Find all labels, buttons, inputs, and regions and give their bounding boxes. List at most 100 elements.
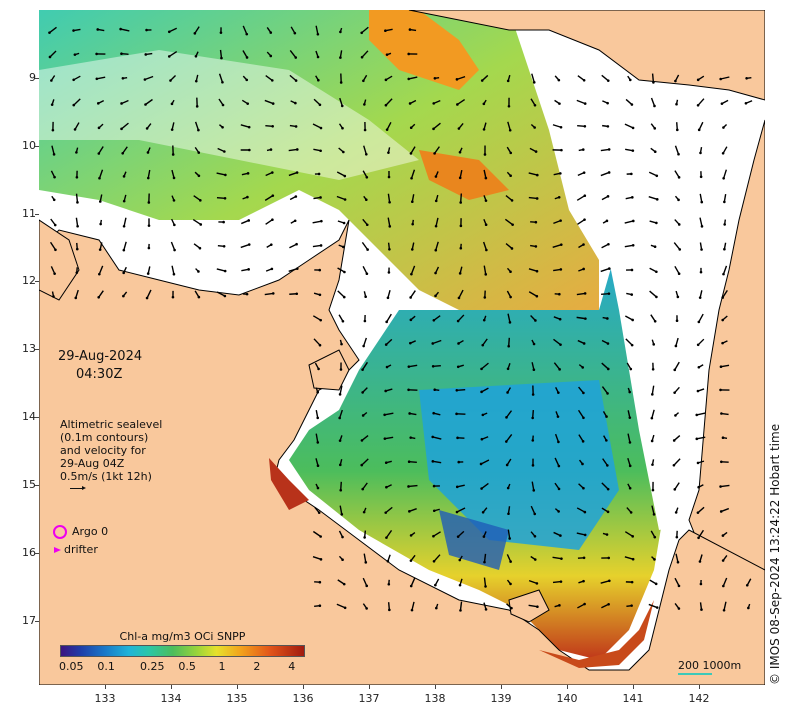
velocity-arrow <box>288 268 298 272</box>
velocity-arrow-head <box>76 201 79 204</box>
lon-tick-label: 134 <box>160 692 182 705</box>
lat-tick-label: 11 <box>22 206 36 220</box>
velocity-arrow-head <box>122 294 125 298</box>
velocity-arrow-head <box>533 103 537 107</box>
velocity-arrow-head <box>531 439 535 442</box>
velocity-arrow <box>339 385 343 395</box>
velocity-arrow <box>75 193 79 203</box>
velocity-arrow <box>75 289 79 299</box>
velocity-arrow <box>505 410 513 418</box>
velocity-arrow <box>192 218 202 226</box>
velocity-arrow-head <box>319 149 322 153</box>
velocity-arrow-head <box>481 413 485 417</box>
velocity-arrow-head <box>628 464 632 468</box>
velocity-arrow <box>339 97 343 107</box>
velocity-arrow-head <box>361 487 365 491</box>
map-canvas <box>39 10 765 685</box>
velocity-arrow-head <box>197 295 201 299</box>
velocity-arrow-head <box>194 54 198 58</box>
velocity-arrow-head <box>169 79 172 82</box>
velocity-arrow-head <box>557 391 560 394</box>
velocity-arrow-head <box>295 242 298 246</box>
velocity-arrow-head <box>535 582 539 585</box>
velocity-arrow-head <box>340 104 344 108</box>
velocity-arrow <box>410 169 416 179</box>
velocity-arrow-head <box>98 272 101 276</box>
lat-tick <box>35 417 39 419</box>
velocity-arrow-head <box>343 270 346 274</box>
velocity-arrow <box>264 292 274 296</box>
velocity-arrow-head <box>483 296 487 299</box>
velocity-arrow-head <box>407 485 410 488</box>
velocity-arrow-head <box>316 55 320 59</box>
velocity-arrow-head <box>361 414 365 417</box>
velocity-arrow <box>696 436 706 440</box>
velocity-arrow <box>361 435 369 441</box>
velocity-arrow-head <box>608 579 611 583</box>
velocity-arrow <box>168 50 178 58</box>
velocity-arrow <box>576 99 586 105</box>
velocity-arrow <box>674 482 680 490</box>
velocity-arrows <box>48 25 753 612</box>
velocity-arrow-head <box>387 175 391 179</box>
velocity-arrow-head <box>459 224 463 228</box>
velocity-arrow-head <box>97 295 100 299</box>
velocity-arrow-head <box>197 128 200 132</box>
velocity-arrow-head <box>459 201 462 204</box>
velocity-arrow-head <box>510 606 513 610</box>
velocity-arrow-head <box>434 199 438 203</box>
lat-tick <box>35 620 39 622</box>
velocity-arrow-head <box>271 124 274 128</box>
velocity-arrow <box>435 217 439 227</box>
velocity-arrow-head <box>607 556 611 560</box>
velocity-arrow <box>384 412 394 416</box>
lon-tick-label: 140 <box>556 692 578 705</box>
velocity-arrow <box>577 219 585 225</box>
velocity-arrow-head <box>484 273 488 276</box>
velocity-arrow-head <box>388 225 392 228</box>
velocity-arrow-head <box>431 435 435 439</box>
velocity-arrow-head <box>360 31 363 35</box>
velocity-arrow <box>651 385 655 395</box>
velocity-arrow <box>387 217 391 227</box>
velocity-arrow-head <box>507 344 511 348</box>
velocity-arrow <box>289 243 297 249</box>
velocity-arrow-head <box>719 365 723 369</box>
velocity-arrow <box>722 290 728 298</box>
velocity-arrow-head <box>674 344 678 348</box>
velocity-arrow-head <box>481 510 485 514</box>
velocity-arrow-head <box>559 172 562 175</box>
velocity-arrow <box>387 290 391 298</box>
velocity-arrow-head <box>247 243 251 246</box>
velocity-arrow-head <box>507 512 510 516</box>
velocity-arrow <box>98 290 104 298</box>
velocity-arrow <box>627 433 631 443</box>
velocity-arrow-head <box>318 343 322 347</box>
velocity-arrow-head <box>97 126 101 130</box>
velocity-arrow-head <box>320 219 323 223</box>
velocity-arrow-head <box>76 224 79 228</box>
velocity-arrow <box>673 458 681 466</box>
velocity-arrow-head <box>171 295 175 299</box>
drifter-arrow-icon <box>54 547 61 553</box>
velocity-arrow <box>120 28 130 32</box>
velocity-arrow-head <box>532 81 536 84</box>
velocity-arrow-head <box>317 172 321 176</box>
velocity-arrow <box>121 122 129 130</box>
velocity-arrow-head <box>54 248 57 252</box>
velocity-arrow-head <box>432 509 436 513</box>
velocity-arrow-head <box>271 171 274 174</box>
velocity-arrow-head <box>535 294 539 298</box>
velocity-arrow-head <box>628 486 632 490</box>
velocity-arrow-head <box>434 175 438 178</box>
velocity-arrow-head <box>409 584 413 588</box>
velocity-arrow-head <box>458 176 462 180</box>
velocity-arrow-head <box>508 321 512 324</box>
velocity-arrow-head <box>319 318 322 322</box>
velocity-arrow-head <box>719 388 722 392</box>
velocity-arrow-head <box>630 580 634 584</box>
velocity-arrow-head <box>480 487 483 490</box>
velocity-arrow-head <box>582 391 585 395</box>
velocity-arrow-head <box>341 245 345 249</box>
colorbar-tick-label: 0.05 <box>58 660 84 673</box>
